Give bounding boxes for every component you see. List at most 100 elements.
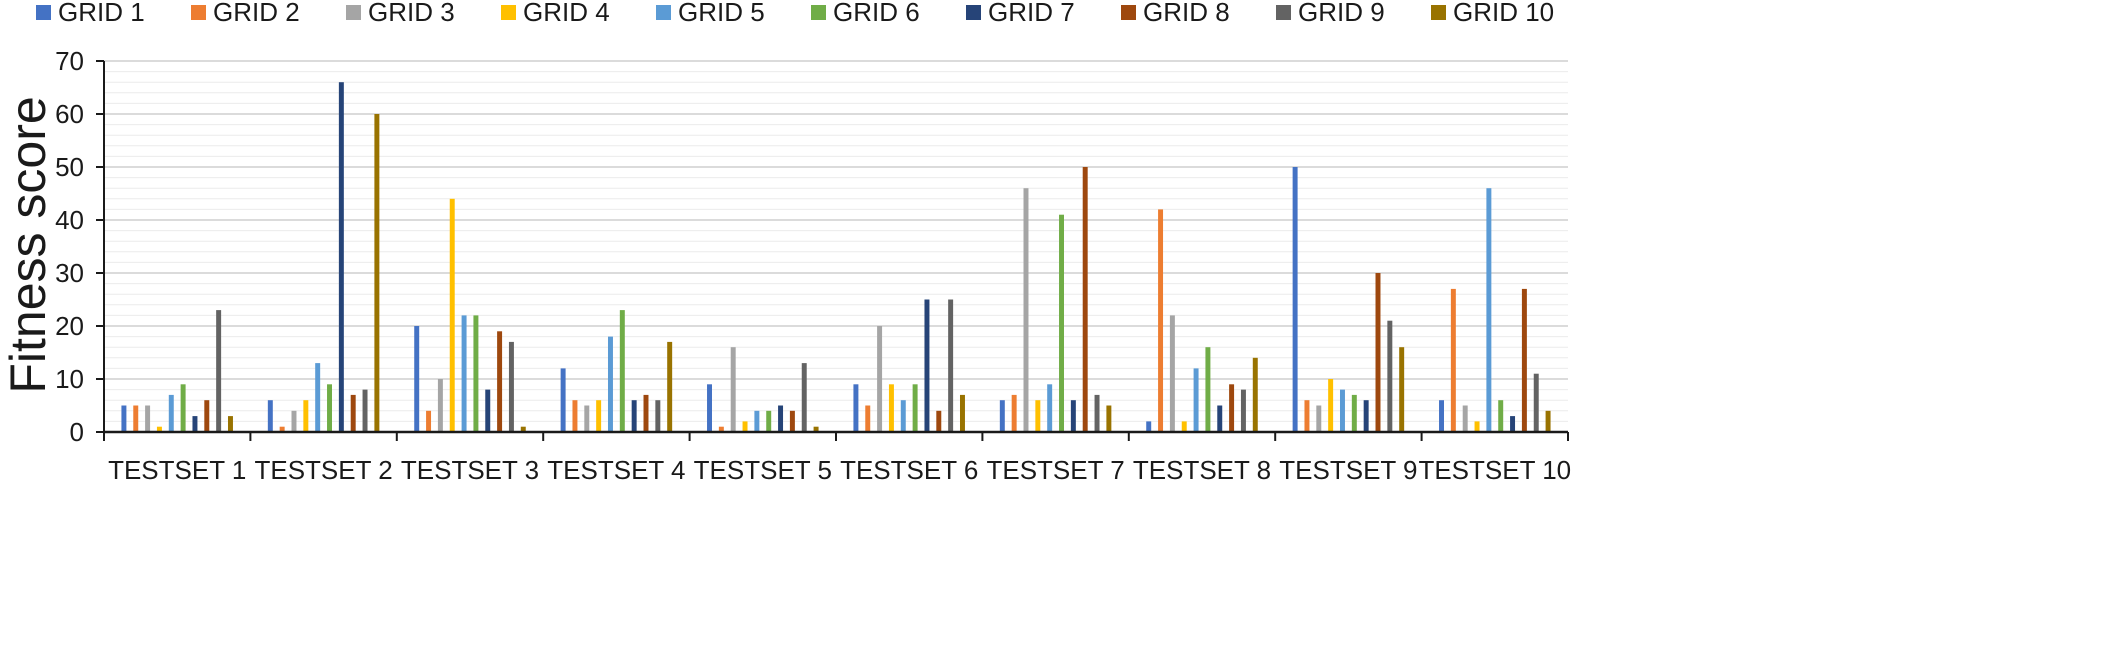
legend-swatch — [966, 5, 981, 20]
bar — [1146, 421, 1152, 432]
y-tick-label: 40 — [55, 205, 84, 235]
legend-item: GRID 6 — [811, 0, 920, 27]
y-tick-label: 60 — [55, 99, 84, 129]
bar — [1498, 400, 1504, 432]
bar — [1181, 421, 1187, 432]
legend-swatch — [36, 5, 51, 20]
bar — [338, 82, 344, 432]
bar — [426, 410, 432, 432]
bar — [133, 405, 139, 432]
bar — [924, 299, 930, 432]
x-tick-label: TESTSET 5 — [694, 455, 832, 485]
bar — [718, 426, 724, 432]
bar — [1510, 416, 1516, 432]
legend-swatch — [191, 5, 206, 20]
bar — [1328, 379, 1334, 432]
legend-swatch — [501, 5, 516, 20]
bar — [865, 405, 871, 432]
bar — [362, 389, 368, 432]
legend-item: GRID 9 — [1276, 0, 1385, 27]
bar — [374, 114, 380, 432]
bar — [204, 400, 210, 432]
x-tick-label: TESTSET 2 — [254, 455, 392, 485]
bar — [1521, 288, 1527, 432]
bar — [801, 363, 807, 432]
bar — [596, 400, 602, 432]
bar — [999, 400, 1005, 432]
legend-label: GRID 2 — [213, 0, 300, 27]
bar — [912, 384, 918, 432]
y-axis-title: Fitness score — [0, 96, 56, 393]
bar — [754, 410, 760, 432]
legend-item: GRID 7 — [966, 0, 1075, 27]
bar — [643, 394, 649, 432]
bar — [936, 410, 942, 432]
legend-swatch — [1276, 5, 1291, 20]
x-tick-label: TESTSET 4 — [547, 455, 685, 485]
bar — [1486, 188, 1492, 432]
legend: GRID 1 GRID 2 GRID 3 GRID 4 GRID 5 GRID 6 GRID… — [36, 0, 1554, 27]
bar — [497, 331, 503, 432]
bar — [813, 426, 819, 432]
x-tick-label: TESTSET 7 — [986, 455, 1124, 485]
bar — [1450, 288, 1456, 432]
bar — [1462, 405, 1468, 432]
legend-item: GRID 4 — [501, 0, 610, 27]
legend-swatch — [346, 5, 361, 20]
y-tick-label: 0 — [70, 417, 84, 447]
bar — [853, 384, 859, 432]
bar — [437, 379, 443, 432]
legend-label: GRID 4 — [523, 0, 610, 27]
x-tick-label: TESTSET 10 — [1418, 455, 1571, 485]
bar — [1363, 400, 1369, 432]
bar — [1011, 394, 1017, 432]
bar — [168, 394, 174, 432]
x-tick-label: TESTSET 6 — [840, 455, 978, 485]
legend-item: GRID 5 — [656, 0, 765, 27]
bar — [655, 400, 661, 432]
bar — [959, 394, 965, 432]
x-tick-label: TESTSET 9 — [1279, 455, 1417, 485]
y-tick-label: 10 — [55, 364, 84, 394]
bar — [121, 405, 127, 432]
x-tick-label: TESTSET 8 — [1133, 455, 1271, 485]
bar — [156, 426, 162, 432]
bar — [1094, 394, 1100, 432]
bar — [1047, 384, 1053, 432]
legend-label: GRID 6 — [833, 0, 920, 27]
legend-label: GRID 8 — [1143, 0, 1230, 27]
bar — [1070, 400, 1076, 432]
legend-label: GRID 7 — [988, 0, 1075, 27]
bar — [560, 368, 566, 432]
bar — [1252, 357, 1258, 432]
legend-item: GRID 1 — [36, 0, 145, 27]
bar — [1339, 389, 1345, 432]
bar — [1106, 405, 1112, 432]
legend-label: GRID 9 — [1298, 0, 1385, 27]
bar — [1533, 373, 1539, 432]
bar — [315, 363, 321, 432]
legend-item: GRID 2 — [191, 0, 300, 27]
bar — [1158, 209, 1164, 432]
bar — [1375, 273, 1381, 432]
legend-item: GRID 10 — [1431, 0, 1554, 27]
legend-swatch — [656, 5, 671, 20]
bar — [449, 198, 455, 432]
bar — [461, 315, 467, 432]
y-tick-label: 20 — [55, 311, 84, 341]
bar — [888, 384, 894, 432]
legend-label: GRID 10 — [1453, 0, 1554, 27]
bar — [1399, 347, 1405, 432]
legend-swatch — [811, 5, 826, 20]
bar — [742, 421, 748, 432]
bar — [520, 426, 526, 432]
bar — [1292, 167, 1298, 432]
bar — [1082, 167, 1088, 432]
y-tick-label: 50 — [55, 152, 84, 182]
bar — [1205, 347, 1211, 432]
legend-label: GRID 3 — [368, 0, 455, 27]
bar — [766, 410, 772, 432]
bar — [1169, 315, 1175, 432]
bar — [584, 405, 590, 432]
